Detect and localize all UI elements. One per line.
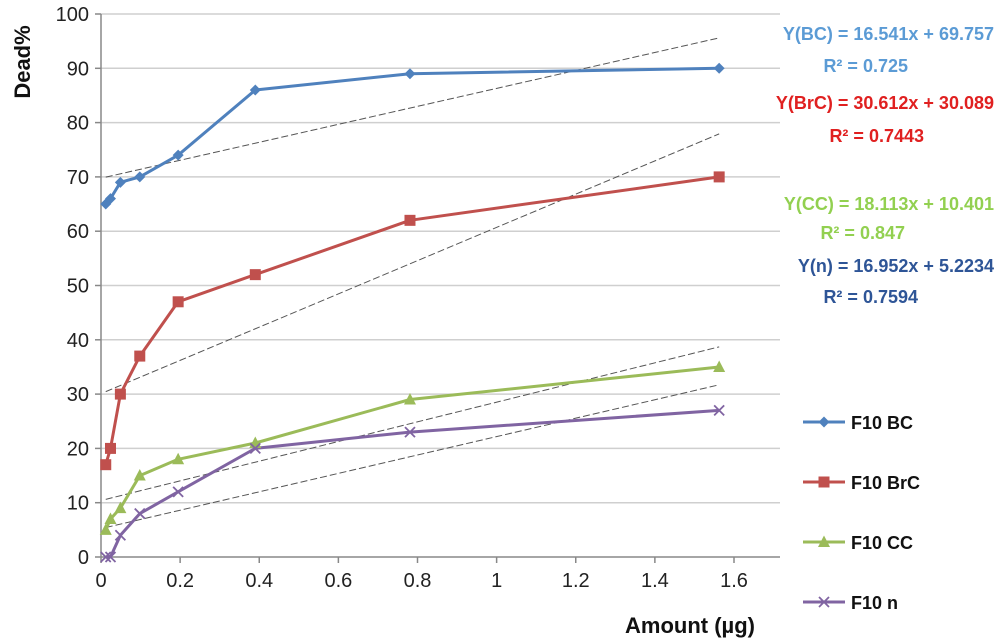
data-point-f10-brc xyxy=(104,442,116,454)
y-tick-label: 10 xyxy=(67,493,89,515)
y-tick-label: 90 xyxy=(67,58,89,80)
trendline-f10-cc xyxy=(105,346,720,500)
series-line-f10-brc xyxy=(104,175,720,466)
x-tick-labels: 0 0.2 0.4 0.6 0.8 1 1.2 1.4 1.6 xyxy=(95,557,748,592)
trendline-f10-bc xyxy=(105,37,720,178)
legend: F10 BC F10 BrC F10 CC F10 n xyxy=(803,413,920,613)
x-tick-label: 1.6 xyxy=(720,570,748,592)
legend-label: F10 BrC xyxy=(851,473,920,493)
data-point-f10-brc xyxy=(134,350,146,362)
data-point-f10-n xyxy=(713,404,725,417)
series-lines xyxy=(104,66,720,559)
data-point-f10-bc xyxy=(404,68,416,80)
x-tick-label: 1.2 xyxy=(562,570,590,592)
x-tick-label: 1.4 xyxy=(641,570,669,592)
legend-marker xyxy=(818,596,830,608)
data-point-f10-bc xyxy=(114,176,126,188)
y-tick-label: 50 xyxy=(67,276,89,298)
legend-label: F10 BC xyxy=(851,413,913,433)
x-tick-label: 0.2 xyxy=(166,570,194,592)
x-tick-label: 0.8 xyxy=(404,570,432,592)
data-point-f10-n xyxy=(249,442,261,455)
equation-cc: Y(CC) = 18.113x + 10.401 xyxy=(784,194,994,214)
data-point-f10-bc xyxy=(134,171,146,183)
y-axis-title: Dead% xyxy=(10,25,35,98)
series-line-f10-n xyxy=(105,408,720,559)
series-markers xyxy=(99,62,726,563)
data-point-f10-bc xyxy=(104,193,116,205)
equation-bc: Y(BC) = 16.541x + 69.757 xyxy=(783,24,994,44)
data-point-f10-cc xyxy=(104,512,117,524)
y-tick-label: 20 xyxy=(67,438,89,460)
y-tick-label: 0 xyxy=(78,547,89,569)
data-point-f10-n xyxy=(104,551,117,563)
legend-label: F10 CC xyxy=(851,533,913,553)
data-point-f10-brc xyxy=(172,296,184,308)
data-point-f10-brc xyxy=(114,388,126,400)
x-tick-label: 0 xyxy=(95,570,106,592)
data-point-f10-cc xyxy=(403,393,416,405)
y-tick-label: 80 xyxy=(67,113,89,135)
data-point-f10-cc xyxy=(99,523,112,535)
y-tick-label: 60 xyxy=(67,221,89,243)
data-point-f10-n xyxy=(114,529,127,541)
y-tick-label: 100 xyxy=(56,4,89,26)
trend-equations: Y(BC) = 16.541x + 69.757 R² = 0.725 Y(Br… xyxy=(776,24,994,307)
legend-item-f10-cc: F10 CC xyxy=(803,533,913,553)
data-point-f10-brc xyxy=(404,214,416,226)
trendline-f10-n xyxy=(105,384,720,529)
data-point-f10-brc xyxy=(100,459,112,471)
legend-item-f10-brc: F10 BrC xyxy=(803,473,920,493)
legend-marker xyxy=(818,476,830,488)
legend-label: F10 n xyxy=(851,593,898,613)
x-tick-label: 1 xyxy=(491,570,502,592)
data-point-f10-cc xyxy=(114,501,127,514)
legend-marker xyxy=(818,535,830,547)
x-axis-title: Amount (µg) xyxy=(625,613,755,638)
data-point-f10-cc xyxy=(133,469,146,481)
x-tick-label: 0.4 xyxy=(245,570,273,592)
trendline-f10-brc xyxy=(105,133,720,393)
y-tick-label: 30 xyxy=(67,384,89,406)
y-tick-label: 40 xyxy=(67,330,89,352)
legend-item-f10-n: F10 n xyxy=(803,593,898,613)
data-point-f10-bc xyxy=(249,84,261,96)
data-point-f10-n xyxy=(134,507,146,520)
r2-brc: R² = 0.7443 xyxy=(829,126,924,146)
data-point-f10-cc xyxy=(172,452,185,465)
legend-marker xyxy=(818,416,830,428)
r2-bc: R² = 0.725 xyxy=(823,56,908,76)
r2-n: R² = 0.7594 xyxy=(823,287,918,307)
data-point-f10-brc xyxy=(713,171,725,183)
r2-cc: R² = 0.847 xyxy=(820,223,905,243)
series-line-f10-bc xyxy=(104,66,720,206)
data-point-f10-n xyxy=(404,426,416,438)
y-tick-labels: 0 10 20 30 40 50 60 70 80 90 100 xyxy=(56,4,101,569)
gridlines xyxy=(101,13,780,504)
x-tick-label: 0.6 xyxy=(324,570,352,592)
data-point-f10-brc xyxy=(249,269,261,281)
data-point-f10-bc xyxy=(713,62,725,74)
data-point-f10-n xyxy=(172,486,184,498)
equation-n: Y(n) = 16.952x + 5.2234 xyxy=(798,256,994,276)
y-tick-label: 70 xyxy=(67,167,89,189)
legend-item-f10-bc: F10 BC xyxy=(803,413,913,433)
data-point-f10-bc xyxy=(172,149,184,161)
data-point-f10-n xyxy=(100,551,112,563)
equation-brc: Y(BrC) = 30.612x + 30.089 xyxy=(776,93,994,113)
data-point-f10-cc xyxy=(713,360,726,372)
